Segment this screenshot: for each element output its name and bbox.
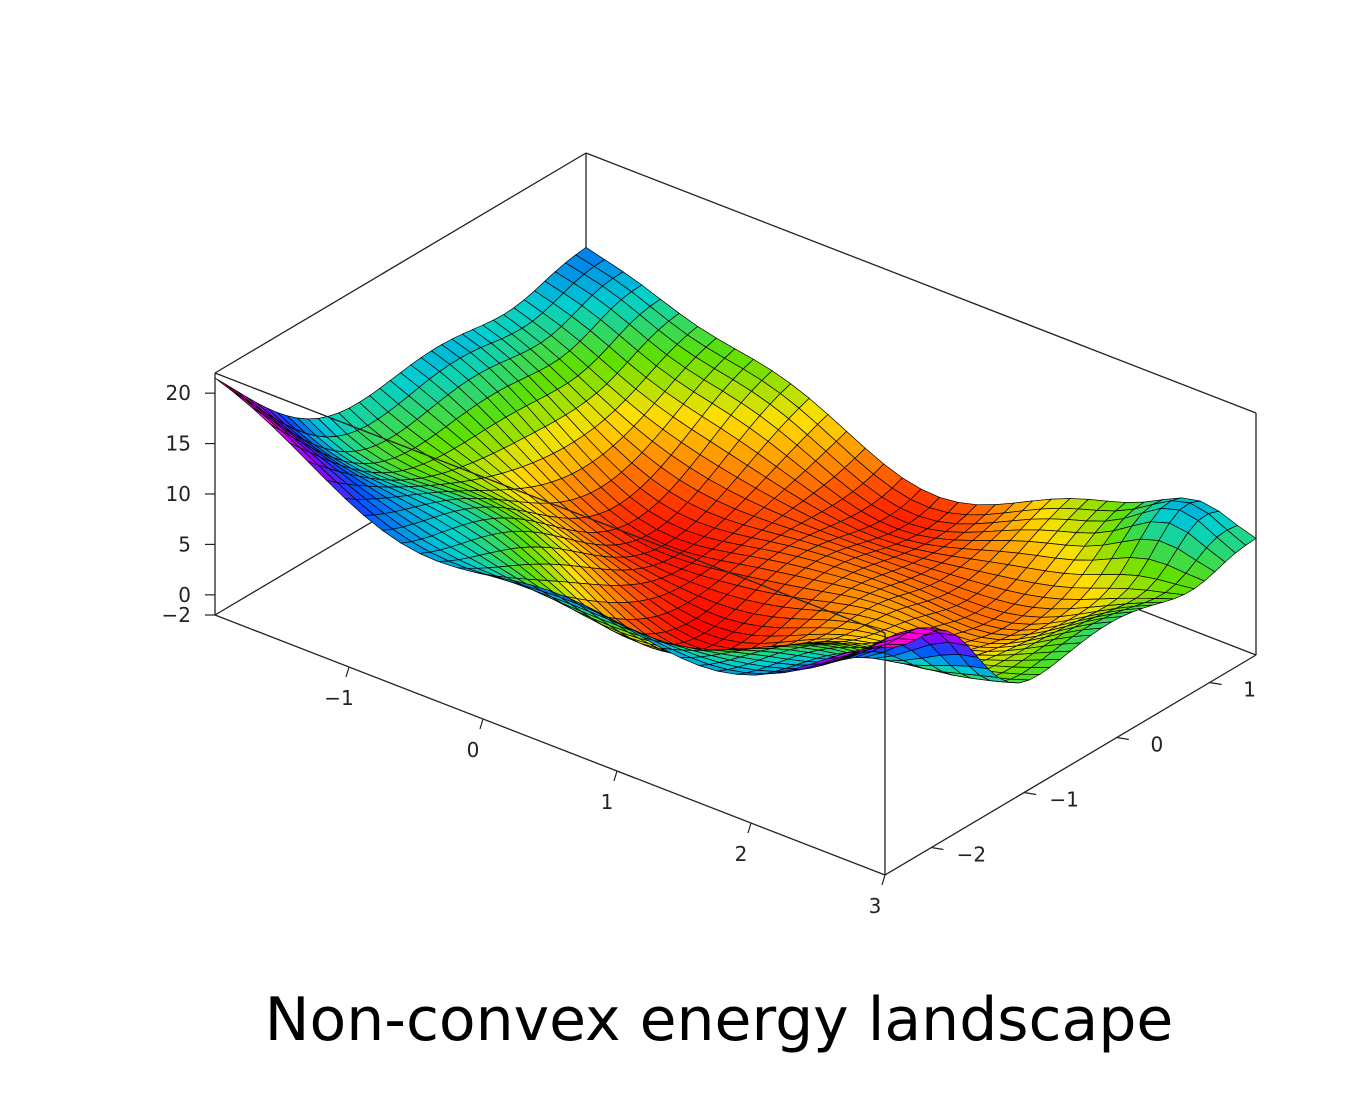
x-tick: [747, 822, 752, 834]
x-tick-label: 2: [735, 842, 748, 866]
y-tick-label: 0: [1151, 733, 1164, 757]
z-tick-label: 15: [166, 432, 191, 456]
box-edge: [585, 152, 1257, 414]
box-edge: [214, 152, 587, 374]
z-tick-label: 10: [166, 482, 191, 506]
x-tick-label: −1: [324, 686, 353, 710]
surface-patch: [866, 646, 896, 650]
y-tick-label: 1: [1243, 678, 1256, 702]
y-tick: [931, 846, 944, 851]
x-tick: [345, 666, 350, 678]
y-tick: [1209, 681, 1222, 686]
x-tick-label: 3: [869, 894, 882, 918]
box-edge: [214, 614, 886, 876]
y-tick-label: −1: [1049, 788, 1078, 812]
y-tick-label: −2: [957, 843, 986, 867]
box-edge: [214, 372, 886, 634]
x-tick: [479, 718, 484, 730]
y-tick: [1024, 791, 1037, 796]
z-tick-label: 20: [166, 381, 191, 405]
x-tick-label: 0: [467, 738, 480, 762]
y-tick: [1116, 736, 1129, 741]
z-tick-label: 0: [178, 583, 191, 607]
x-tick: [881, 874, 886, 886]
x-tick: [613, 770, 618, 782]
caption: Non-convex energy landscape: [264, 985, 1174, 1055]
z-tick-label: 5: [178, 532, 191, 556]
box-edge: [884, 654, 1257, 876]
x-tick-label: 1: [601, 790, 614, 814]
surface-mesh: [214, 246, 1257, 684]
z-tick-label: −2: [162, 603, 191, 627]
